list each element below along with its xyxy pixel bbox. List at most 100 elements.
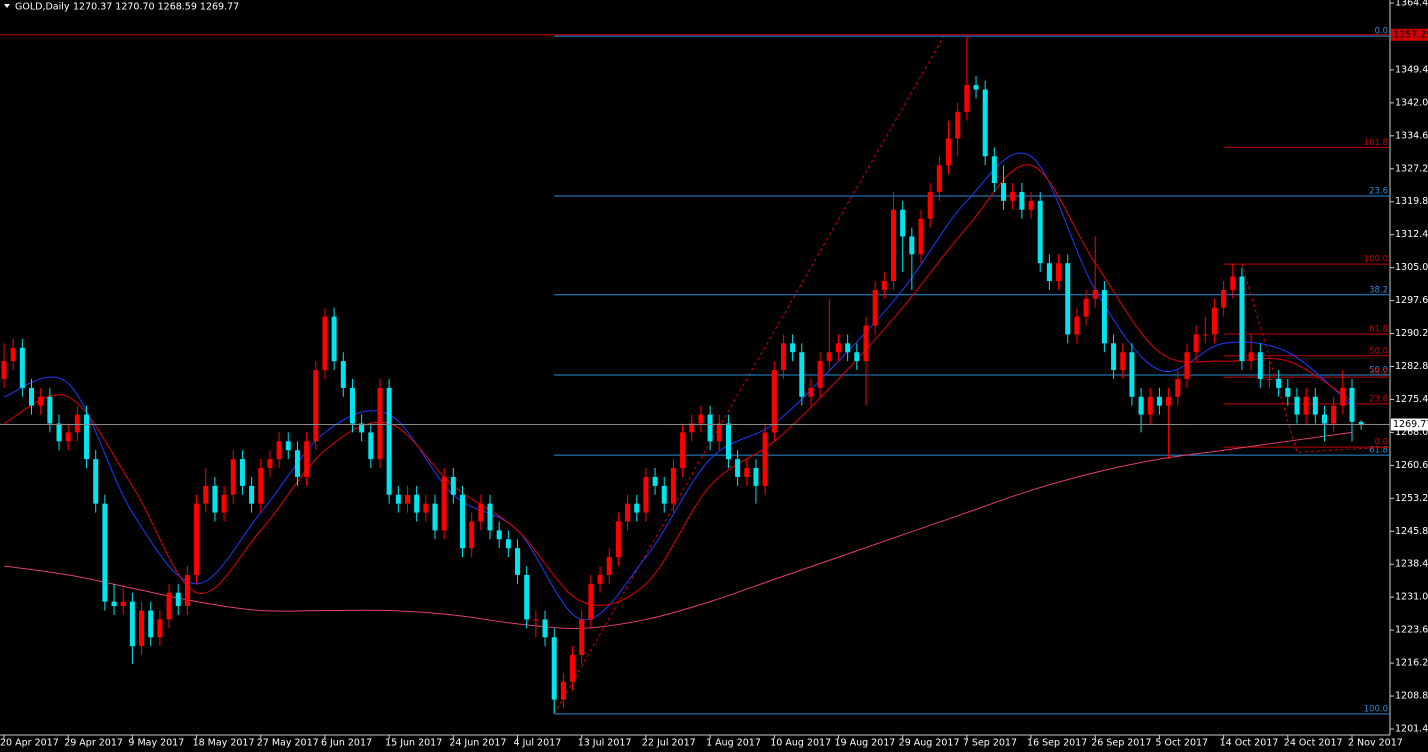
candle-body xyxy=(1321,414,1327,424)
candle-body xyxy=(1001,183,1007,201)
candle-body xyxy=(19,347,25,388)
candle-body xyxy=(322,316,328,371)
candle-body xyxy=(1138,396,1144,415)
candle-body xyxy=(1331,405,1337,424)
candle-body xyxy=(38,396,44,406)
bid-label: 1269.77 xyxy=(1393,419,1428,430)
y-tick-label: 1319.80 xyxy=(1395,196,1428,207)
x-tick-label: 14 Oct 2017 xyxy=(1220,738,1279,749)
candle-body xyxy=(423,503,429,513)
candle-body xyxy=(414,494,420,513)
candle-body xyxy=(1184,352,1190,379)
candle-body xyxy=(166,592,172,620)
candle-body xyxy=(194,503,200,575)
y-tick-label: 1364.40 xyxy=(1395,0,1428,9)
candle-body xyxy=(120,601,126,607)
candle-body xyxy=(175,592,181,607)
candle-body xyxy=(56,423,62,442)
candle-body xyxy=(1028,200,1034,210)
x-tick-label: 10 Aug 2017 xyxy=(770,738,831,749)
candle-body xyxy=(524,574,530,620)
candle-body xyxy=(588,583,594,620)
candle-body xyxy=(74,414,80,433)
x-tick-label: 7 Sep 2017 xyxy=(963,738,1017,749)
fib-label: 100.0 xyxy=(1364,704,1388,714)
candle-body xyxy=(47,396,53,424)
fib-expansion-label: 61.8 xyxy=(1369,324,1388,334)
candle-body xyxy=(395,494,401,504)
x-tick-label: 16 Sep 2017 xyxy=(1027,738,1087,749)
candle-body xyxy=(84,414,90,460)
candle-body xyxy=(982,89,988,157)
candle-body xyxy=(872,289,878,326)
y-tick-label: 1334.60 xyxy=(1395,130,1428,141)
y-tick-label: 1268.00 xyxy=(1395,427,1428,438)
fib-label: 61.8 xyxy=(1369,446,1388,456)
candle-body xyxy=(808,387,814,397)
candle-body xyxy=(1285,387,1291,397)
fib-expansion-label: 23.6 xyxy=(1369,394,1388,404)
candle-body xyxy=(65,432,71,442)
candle-body xyxy=(680,432,686,469)
candle-body xyxy=(460,494,465,549)
candle-body xyxy=(1046,263,1052,281)
candle-body xyxy=(1166,396,1172,406)
candle-body xyxy=(1083,298,1089,317)
fib-expansion-label: 38.2 xyxy=(1369,368,1388,378)
x-tick-label: 29 Apr 2017 xyxy=(64,738,123,749)
candle-body xyxy=(1266,378,1272,380)
y-tick-label: 1290.20 xyxy=(1395,328,1428,339)
x-tick-label: 15 Jun 2017 xyxy=(385,738,442,749)
candle-body xyxy=(441,476,447,531)
candle-body xyxy=(964,85,970,112)
candle-body xyxy=(1056,263,1062,281)
candle-body xyxy=(606,557,612,575)
fib-expansion-label: 50.0 xyxy=(1369,346,1388,356)
x-tick-label: 27 May 2017 xyxy=(257,738,319,749)
candle-body xyxy=(230,459,236,495)
fib-expansion-label: 161.8 xyxy=(1364,138,1388,148)
menu-triangle[interactable] xyxy=(4,4,10,8)
candle-body xyxy=(615,521,621,558)
y-tick-label: 1297.60 xyxy=(1395,295,1428,306)
candle-body xyxy=(349,387,355,424)
candle-body xyxy=(634,503,640,513)
candle-body xyxy=(478,503,484,522)
candle-body xyxy=(881,280,887,290)
candle-body xyxy=(496,530,502,540)
candle-body xyxy=(570,655,576,682)
candle-body xyxy=(652,476,658,486)
candle-body xyxy=(625,503,631,522)
candle-body xyxy=(835,343,841,353)
candle-body xyxy=(1074,316,1080,335)
candle-body xyxy=(1010,191,1016,201)
candle-body xyxy=(313,370,319,442)
x-tick-label: 5 Oct 2017 xyxy=(1155,738,1208,749)
candle-body xyxy=(404,494,410,504)
candle-body xyxy=(1349,387,1355,422)
y-tick-label: 1238.40 xyxy=(1395,559,1428,570)
x-tick-label: 20 Apr 2017 xyxy=(0,738,59,749)
candle-body xyxy=(304,441,310,477)
level-label: 1357.29 xyxy=(1393,29,1428,40)
y-tick-label: 1305.00 xyxy=(1395,262,1428,273)
candle-body xyxy=(1239,276,1245,362)
candle-body xyxy=(1211,307,1217,335)
candle-body xyxy=(148,610,154,638)
fib-label: 23.6 xyxy=(1369,186,1388,196)
x-tick-label: 24 Oct 2017 xyxy=(1284,738,1343,749)
candle-body xyxy=(560,681,566,700)
candle-body xyxy=(670,468,676,504)
x-tick-label: 22 Jul 2017 xyxy=(642,738,696,749)
candle-body xyxy=(799,352,805,397)
quote: 1270.37 1270.70 1268.59 1269.77 xyxy=(73,2,239,13)
candle-body xyxy=(157,619,163,638)
candle-body xyxy=(909,236,915,255)
level-label-box xyxy=(1391,28,1428,41)
candle-body xyxy=(469,521,475,549)
candle-body xyxy=(955,111,961,139)
candle-body xyxy=(1358,421,1364,425)
candle-body xyxy=(1129,352,1135,397)
candle-body xyxy=(1230,276,1236,290)
